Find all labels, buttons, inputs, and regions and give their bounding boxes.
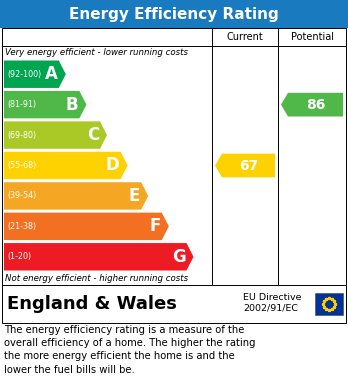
Text: (92-100): (92-100) [7,70,41,79]
Text: C: C [87,126,99,144]
Text: A: A [45,65,58,83]
Text: F: F [149,217,161,235]
Polygon shape [4,91,86,118]
Polygon shape [4,182,148,210]
Polygon shape [4,121,107,149]
Polygon shape [4,213,169,240]
Text: 67: 67 [239,158,258,172]
Text: 86: 86 [306,98,325,112]
Polygon shape [4,152,128,179]
Text: (21-38): (21-38) [7,222,36,231]
Text: D: D [106,156,120,174]
Text: EU Directive
2002/91/EC: EU Directive 2002/91/EC [243,293,301,313]
Text: Current: Current [227,32,263,42]
Bar [2,28,346,285]
Bar [2,285,346,323]
Text: Not energy efficient - higher running costs: Not energy efficient - higher running co… [5,274,188,283]
Text: Energy Efficiency Rating: Energy Efficiency Rating [69,7,279,22]
Polygon shape [4,61,66,88]
Text: (1-20): (1-20) [7,252,31,261]
Polygon shape [4,243,193,271]
Text: (39-54): (39-54) [7,192,36,201]
Polygon shape [215,154,275,178]
Text: E: E [129,187,140,205]
Bar [0,0,348,28]
Text: (55-68): (55-68) [7,161,36,170]
Text: B: B [66,96,78,114]
Text: (81-91): (81-91) [7,100,36,109]
Text: (69-80): (69-80) [7,131,36,140]
Text: The energy efficiency rating is a measure of the
overall efficiency of a home. T: The energy efficiency rating is a measur… [4,325,255,375]
Text: Potential: Potential [291,32,333,42]
Text: England & Wales: England & Wales [7,295,177,313]
Bar [315,293,343,315]
Polygon shape [281,93,343,117]
Text: Very energy efficient - lower running costs: Very energy efficient - lower running co… [5,48,188,57]
Text: G: G [172,248,185,266]
